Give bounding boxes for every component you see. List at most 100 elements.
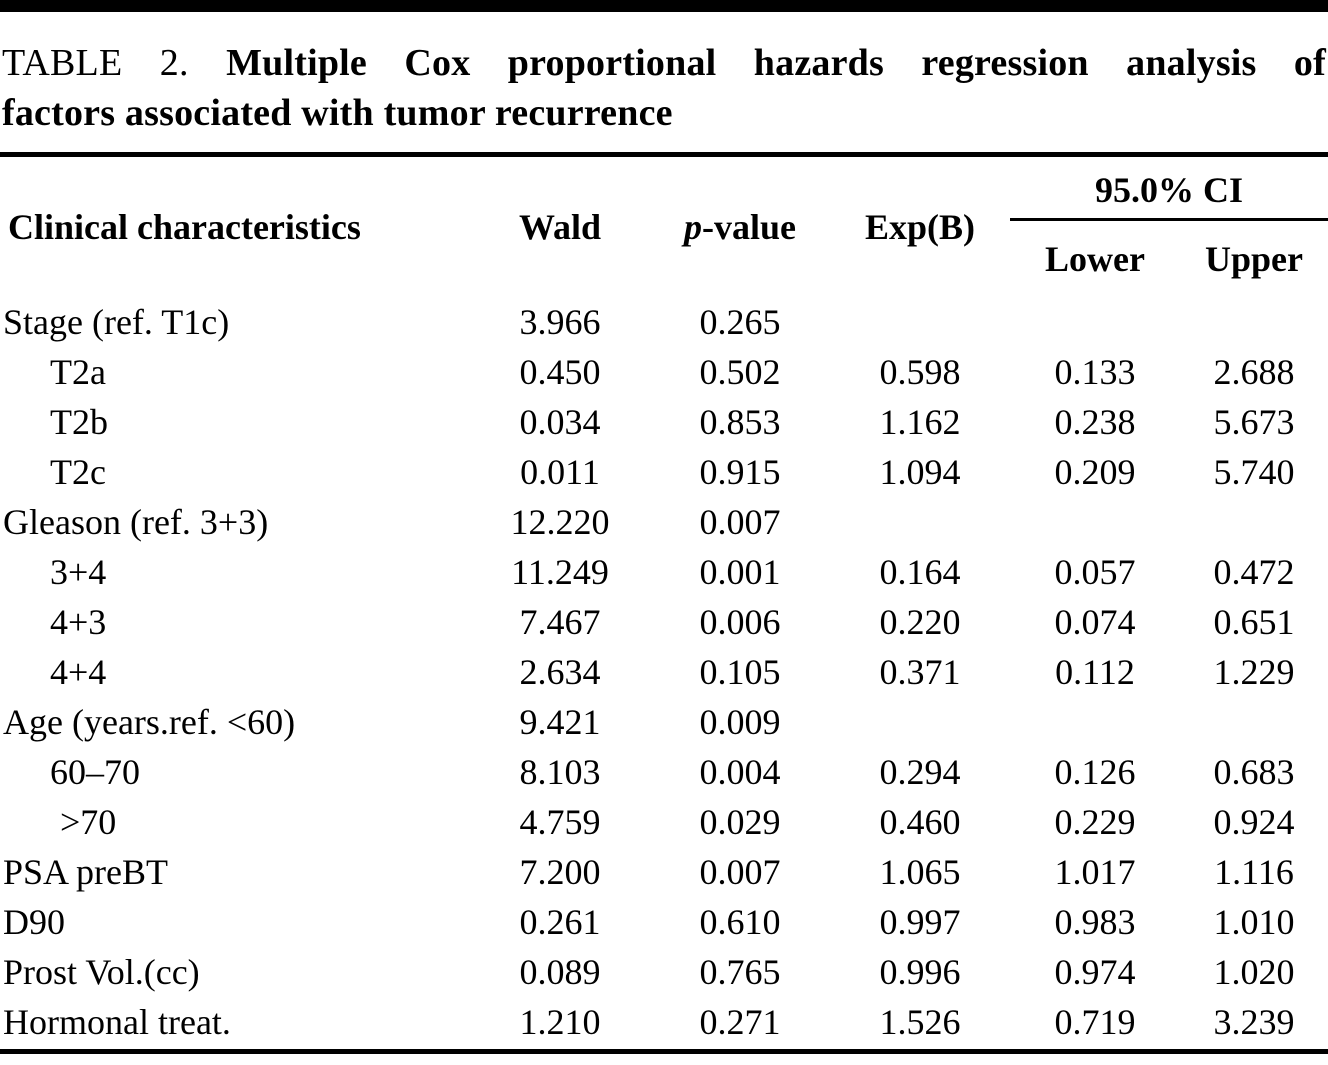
cell-wald: 7.200 (519, 852, 601, 892)
cell-wald: 0.011 (520, 452, 600, 492)
cell-exp-b: 0.997 (879, 902, 961, 942)
table-row: Stage (ref. T1c) 3.966 0.265 (0, 297, 1328, 347)
cell-exp-b: 0.164 (879, 552, 961, 592)
cell-ci-lower: 0.229 (1054, 802, 1136, 842)
cell-p-value: 0.105 (699, 652, 781, 692)
cell-ci-lower: 1.017 (1054, 852, 1136, 892)
row-label: T2a (50, 352, 106, 392)
table-row: 3+4 11.249 0.001 0.164 0.057 0.472 (0, 547, 1328, 597)
caption-text-line-1: Multiple Cox proportional hazards regres… (226, 42, 1326, 84)
table-caption: TABLE 2. Multiple Cox proportional hazar… (2, 38, 1326, 138)
cell-ci-upper: 2.688 (1213, 352, 1295, 392)
cell-p-value: 0.009 (699, 702, 781, 742)
cell-ci-lower: 0.983 (1054, 902, 1136, 942)
top-rule (0, 0, 1328, 12)
cell-exp-b: 1.065 (879, 852, 961, 892)
cell-wald: 12.220 (510, 502, 610, 542)
cell-ci-lower: 0.974 (1054, 952, 1136, 992)
header-exp-b: Exp(B) (864, 207, 976, 247)
header-wald: Wald (518, 207, 602, 247)
row-label: PSA preBT (3, 852, 169, 892)
cell-ci-upper: 0.683 (1213, 752, 1295, 792)
cell-exp-b: 0.371 (879, 652, 961, 692)
row-label: Prost Vol.(cc) (3, 952, 200, 992)
cell-wald: 3.966 (519, 302, 601, 342)
row-label: T2b (50, 402, 108, 442)
header-top-rule (0, 152, 1328, 157)
table-row: PSA preBT 7.200 0.007 1.065 1.017 1.116 (0, 847, 1328, 897)
row-label: 60–70 (50, 752, 140, 792)
cell-wald: 0.034 (519, 402, 601, 442)
header-ci-group: 95.0% CI (1010, 157, 1328, 221)
p-value-italic-p: p (684, 207, 702, 247)
header-row-2: Lower Upper (0, 219, 1328, 297)
cell-ci-lower: 0.112 (1055, 652, 1135, 692)
cell-exp-b (830, 697, 1010, 747)
table-row: 4+3 7.467 0.006 0.220 0.074 0.651 (0, 597, 1328, 647)
cell-p-value: 0.915 (699, 452, 781, 492)
cell-p-value: 0.007 (699, 852, 781, 892)
cell-wald: 0.261 (519, 902, 601, 942)
cell-exp-b: 1.162 (879, 402, 961, 442)
cell-wald: 8.103 (519, 752, 601, 792)
table-row: Gleason (ref. 3+3) 12.220 0.007 (0, 497, 1328, 547)
row-label: 4+4 (50, 652, 107, 692)
header-ci-upper: Upper (1205, 238, 1303, 279)
cell-p-value: 0.001 (699, 552, 781, 592)
cell-exp-b: 0.996 (879, 952, 961, 992)
caption-line-1: TABLE 2. Multiple Cox proportional hazar… (2, 38, 1326, 88)
row-label: >70 (60, 802, 117, 842)
cell-wald: 9.421 (519, 702, 601, 742)
table-row: Hormonal treat. 1.210 0.271 1.526 0.719 3.239 (0, 997, 1328, 1047)
cell-ci-upper: 1.010 (1213, 902, 1295, 942)
cell-ci-upper: 1.020 (1213, 952, 1295, 992)
cell-ci-lower (1010, 497, 1180, 547)
cell-ci-upper: 1.116 (1214, 852, 1294, 892)
cell-ci-lower: 0.209 (1054, 452, 1136, 492)
cell-ci-lower (1010, 297, 1180, 347)
cell-wald: 1.210 (519, 1002, 601, 1042)
cell-ci-upper (1180, 497, 1328, 547)
cell-p-value: 0.006 (699, 602, 781, 642)
header-p-value: p-value (650, 157, 830, 297)
table-number-label: TABLE 2. (2, 42, 189, 84)
cell-p-value: 0.765 (699, 952, 781, 992)
row-label: Gleason (ref. 3+3) (3, 502, 269, 542)
cell-wald: 0.450 (519, 352, 601, 392)
row-label: Age (years.ref. <60) (3, 702, 296, 742)
bottom-rule (0, 1049, 1328, 1054)
cell-ci-lower: 0.133 (1054, 352, 1136, 392)
table-row: T2b 0.034 0.853 1.162 0.238 5.673 (0, 397, 1328, 447)
cell-exp-b: 0.598 (879, 352, 961, 392)
cell-ci-upper: 1.229 (1213, 652, 1295, 692)
cell-ci-upper: 3.239 (1213, 1002, 1295, 1042)
cell-p-value: 0.502 (699, 352, 781, 392)
row-label: 4+3 (50, 602, 107, 642)
cell-ci-lower: 0.719 (1054, 1002, 1136, 1042)
cell-wald: 4.759 (519, 802, 601, 842)
cell-ci-upper: 0.651 (1213, 602, 1295, 642)
cell-ci-upper (1180, 297, 1328, 347)
cell-p-value: 0.853 (699, 402, 781, 442)
cox-regression-table: Clinical characteristics Wald p-value Ex… (0, 157, 1328, 1047)
table-row: T2c 0.011 0.915 1.094 0.209 5.740 (0, 447, 1328, 497)
cell-ci-lower: 0.126 (1054, 752, 1136, 792)
cell-ci-lower: 0.238 (1054, 402, 1136, 442)
table-body: Stage (ref. T1c) 3.966 0.265 T2a 0.450 0.502 0… (0, 297, 1328, 1047)
cell-exp-b: 0.294 (879, 752, 961, 792)
cell-ci-upper: 5.673 (1213, 402, 1295, 442)
cell-exp-b: 1.526 (879, 1002, 961, 1042)
cell-wald: 0.089 (519, 952, 601, 992)
cell-ci-lower (1010, 697, 1180, 747)
row-label: Hormonal treat. (3, 1002, 231, 1042)
cell-p-value: 0.271 (699, 1002, 781, 1042)
cell-ci-upper: 0.472 (1213, 552, 1295, 592)
header-ci-lower: Lower (1045, 238, 1145, 279)
cell-ci-lower: 0.074 (1054, 602, 1136, 642)
row-label: T2c (50, 452, 106, 492)
table-row: >70 4.759 0.029 0.460 0.229 0.924 (0, 797, 1328, 847)
cell-p-value: 0.004 (699, 752, 781, 792)
row-label: Stage (ref. T1c) (3, 302, 230, 342)
table-row: 60–70 8.103 0.004 0.294 0.126 0.683 (0, 747, 1328, 797)
cell-p-value: 0.029 (699, 802, 781, 842)
